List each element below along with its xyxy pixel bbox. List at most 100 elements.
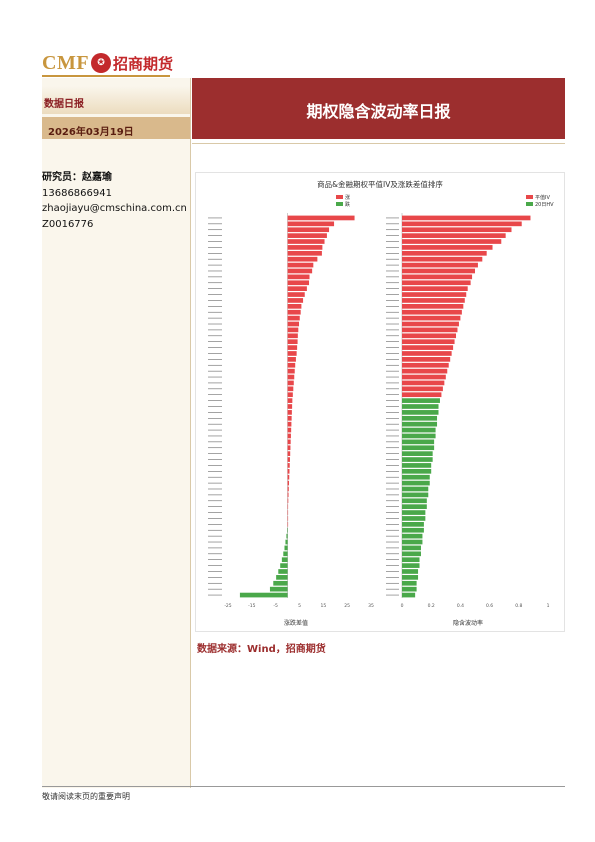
section-bar [42,86,190,114]
logo-cn-text: 招商期货 [113,54,174,73]
legend-label-hv: 20日HV [535,202,554,208]
right-bar [402,280,471,286]
left-bar [287,303,302,309]
left-bar [287,215,355,221]
left-tick-label: -25 [224,603,231,609]
report-date: 2026年03月19日 [48,127,134,138]
logo-emblem-icon: ✪ [91,53,112,73]
logo-underline [42,75,170,77]
left-bar [287,327,299,333]
left-legend: 涨跌 [336,194,350,208]
left-bar [287,380,294,386]
left-bar [287,480,290,486]
divider [192,143,565,144]
legend-swatch-up [336,195,343,199]
right-bar [402,527,424,533]
left-bar [287,463,290,468]
right-bar [402,427,436,433]
right-bar [402,221,522,227]
footer-disclaimer[interactable]: 敬请阅读末页的重要声明 [42,792,130,801]
right-bar [402,303,464,309]
left-bar [287,451,291,456]
left-bar [287,339,298,345]
title-band [192,78,565,139]
left-bar [287,286,307,291]
legend-swatch-iv [526,195,533,199]
analyst-name: 研究员：赵嘉瑜 [42,172,112,183]
right-bar [402,357,451,362]
right-bar [402,245,493,250]
left-tick-label: 25 [344,603,350,609]
left-bar [285,539,288,545]
right-bar [402,321,459,327]
left-tick-label: 5 [298,603,301,609]
right-bar [402,368,448,374]
left-bar [283,551,288,557]
left-bar [287,321,300,327]
right-bar [402,227,512,233]
logo-text: CMF [42,51,90,74]
right-bar [402,592,416,598]
right-tick-label: 1 [547,603,550,609]
right-bar [402,557,420,563]
right-bar [402,463,432,468]
left-bar [287,368,295,374]
left-bar [287,280,310,286]
right-bar [402,563,420,568]
right-bar [402,545,421,551]
left-bar [287,298,304,303]
right-bar [402,492,429,498]
left-tick-label: -15 [248,603,255,609]
right-bar [402,404,439,409]
page-title: 期权隐含波动率日报 [306,102,451,121]
right-bar [402,480,430,486]
left-bar [287,386,294,392]
right-bar [402,539,423,545]
chart-title: 商品&金融期权平值IV及涨跌差值排序 [317,179,443,189]
legend-label-iv: 平值IV [535,194,550,201]
legend-swatch-hv [526,202,533,206]
right-bar [402,233,506,238]
left-bar [287,357,296,362]
left-bar [287,439,291,445]
right-bar [402,398,440,403]
date-bar [42,117,190,139]
right-bar [402,380,445,386]
legend-label-down: 跌 [345,201,350,208]
right-bar [402,510,426,515]
left-tick-label: 35 [368,603,374,609]
left-bar [273,580,288,586]
analyst-phone: 13686866941 [42,187,112,199]
right-bar [402,569,419,574]
right-bar [402,274,473,280]
right-tick-label: 0.6 [486,603,493,609]
right-bar [402,339,455,345]
legend-label-up: 涨 [345,194,350,201]
right-bar [402,468,432,474]
left-bar [287,421,292,427]
right-tick-label: 0.2 [428,603,435,609]
right-bar [402,374,446,380]
left-bar [287,522,289,527]
left-bar [287,468,290,474]
analyst-info: 研究员：赵嘉瑜 13686866941 zhaojiayu@cmschina.c… [42,170,187,232]
left-bar [287,250,322,256]
right-bar [402,580,417,586]
left-bar [287,333,298,339]
left-bar [287,309,301,315]
right-bar [402,392,442,398]
right-bar [402,298,465,303]
left-bar [287,392,293,398]
right-bar [402,351,452,356]
right-bar [402,445,435,451]
right-bar [402,451,433,456]
right-xlabel: 隐含波动率 [453,619,483,627]
left-bar [287,239,325,244]
legend-swatch-down [336,202,343,206]
left-bar [287,262,314,268]
right-bars: 0 0.2 0.4 0.6 0.8 1 [386,213,550,609]
footer-rule [42,786,565,787]
left-tick-label: -5 [273,603,278,609]
analyst-email[interactable]: zhaojiayu@cmschina.com.cn [42,203,187,214]
